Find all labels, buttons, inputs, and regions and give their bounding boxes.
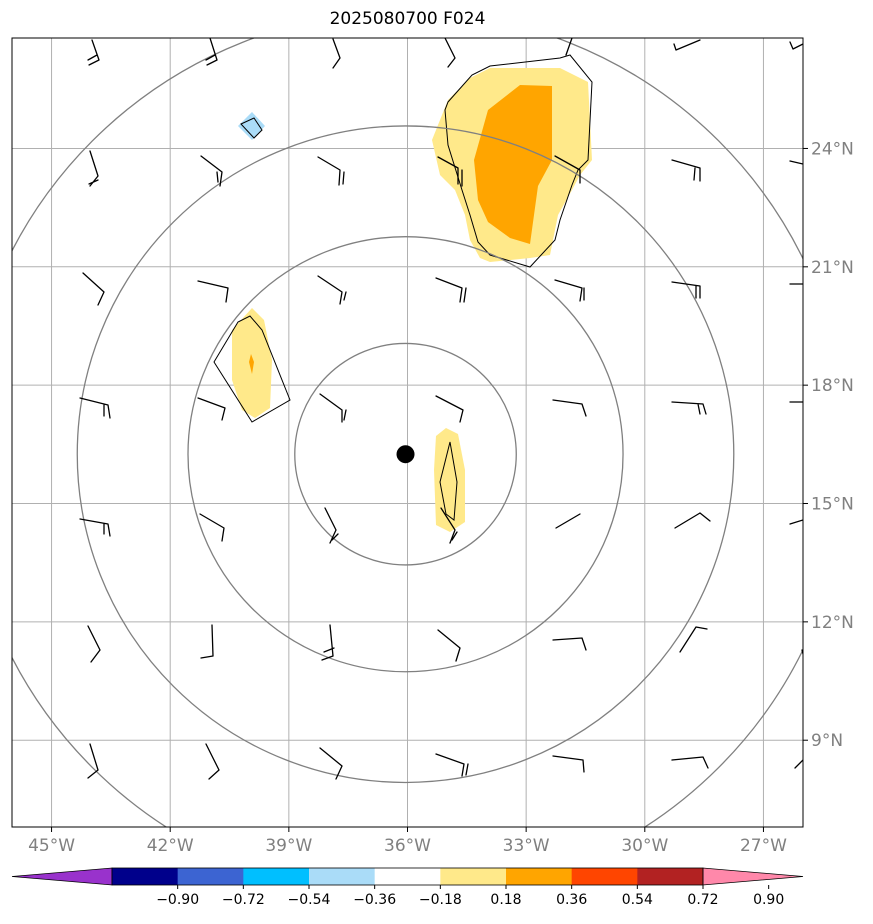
colorbar-segment-3 — [243, 868, 310, 885]
shade-region-center — [434, 428, 465, 532]
wind-barbs — [79, 38, 803, 780]
colorbar-segment-2 — [177, 868, 244, 885]
range-ring-4 — [12, 38, 803, 827]
latitude-axis: 9°N 12°N 15°N 18°N 21°N 24°N — [803, 139, 854, 751]
colorbar-tick-label-7: 0.54 — [622, 892, 653, 908]
colorbar: −0.90 −0.72 −0.54 −0.36 −0.18 0.18 0.36 0.54 0.7… — [11, 867, 804, 908]
colorbar-tick-label-6: 0.36 — [556, 892, 587, 908]
shade-region-blue — [238, 112, 265, 140]
colorbar-segment-7 — [506, 868, 573, 885]
longitude-axis: 45°W 42°W 39°W 36°W 33°W 30°W 27°W — [28, 827, 787, 856]
shade-region-north-core — [474, 85, 552, 244]
lat-tick-label-0: 9°N — [811, 731, 843, 751]
contour-west — [213, 315, 291, 423]
storm-center-marker — [396, 445, 415, 464]
lon-tick-label-3: 36°W — [384, 836, 431, 856]
colorbar-tick-label-2: −0.54 — [288, 892, 331, 908]
lon-tick-label-1: 42°W — [147, 836, 194, 856]
colorbar-segment-1 — [112, 868, 179, 885]
colorbar-tick-label-9: 0.90 — [753, 892, 784, 908]
colorbar-extend-high — [702, 867, 804, 886]
lat-tick-label-3: 18°N — [811, 376, 854, 396]
colorbar-frame — [111, 867, 704, 886]
range-ring-2 — [187, 236, 624, 673]
colorbar-extend-low — [11, 867, 113, 886]
contour-center — [439, 441, 458, 521]
colorbar-segment-9 — [637, 868, 704, 885]
colorbar-tick-label-1: −0.72 — [222, 892, 265, 908]
range-rings — [12, 38, 803, 827]
contour-north — [444, 54, 593, 268]
contour-lines — [213, 54, 593, 521]
lon-tick-label-4: 33°W — [503, 836, 550, 856]
range-ring-1 — [294, 342, 517, 566]
colorbar-tick-label-8: 0.72 — [687, 892, 718, 908]
lat-tick-label-5: 24°N — [811, 139, 854, 159]
lat-tick-label-2: 15°N — [811, 495, 854, 515]
colorbar-segment-4 — [309, 868, 376, 885]
lat-tick-label-1: 12°N — [811, 613, 854, 633]
colorbar-segment-6 — [440, 868, 507, 885]
colorbar-tick-label-4: −0.18 — [419, 892, 462, 908]
range-ring-3 — [76, 125, 735, 784]
colorbar-segment-5 — [374, 868, 441, 885]
colorbar-tick-label-5: 0.18 — [490, 892, 521, 908]
lon-tick-label-2: 39°W — [265, 836, 312, 856]
colorbar-segment-8 — [571, 868, 638, 885]
lon-tick-label-5: 30°W — [621, 836, 668, 856]
shade-region-west-core — [249, 354, 254, 374]
map-title: 2025080700 F024 — [329, 9, 486, 29]
lat-tick-label-4: 21°N — [811, 258, 854, 278]
shaded-contours — [232, 68, 592, 532]
colorbar-tick-label-0: −0.90 — [156, 892, 199, 908]
lon-tick-label-6: 27°W — [740, 836, 787, 856]
lon-tick-label-0: 45°W — [28, 836, 75, 856]
contour-blue — [240, 117, 263, 139]
graticule — [12, 38, 803, 827]
colorbar-tick-label-3: −0.36 — [353, 892, 396, 908]
